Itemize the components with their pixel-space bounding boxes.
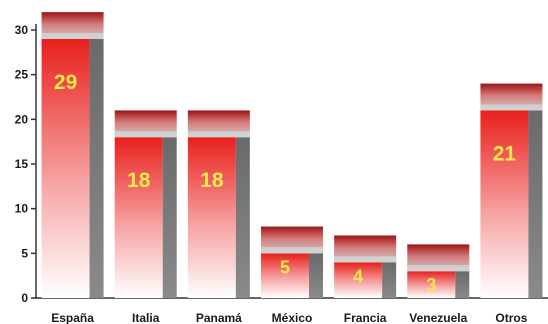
y-tick-label: 0 xyxy=(21,291,28,305)
x-tick-label: Otros xyxy=(495,311,527,324)
bar-side-México xyxy=(309,253,323,298)
bar-side-España xyxy=(89,38,104,298)
bar-Otros xyxy=(480,110,529,299)
y-tick-label: 15 xyxy=(15,157,29,171)
bar-México xyxy=(261,253,309,298)
bar-Venezuela xyxy=(407,271,456,298)
data-label: 29 xyxy=(54,71,77,94)
y-tick-label: 30 xyxy=(15,23,29,37)
data-label: 18 xyxy=(200,169,224,192)
bar-side-Francia xyxy=(382,262,397,298)
x-axis: España Italia Panamá México Francia Venezuela… xyxy=(36,297,548,324)
data-label: 3 xyxy=(426,275,436,295)
y-tick-label: 5 xyxy=(21,246,28,260)
y-tick-label: 25 xyxy=(15,68,29,82)
data-label: 4 xyxy=(353,266,363,286)
bar-cap-highlight xyxy=(261,247,323,254)
x-tick-label: España xyxy=(51,311,94,324)
x-tick-label: Francia xyxy=(344,311,387,324)
bar-cap-highlight xyxy=(187,131,250,138)
bar-cap-highlight xyxy=(41,32,104,39)
bar-Panamá xyxy=(187,137,236,298)
bar-España xyxy=(41,38,90,298)
bars xyxy=(41,12,543,299)
y-axis: 0 5 10 15 20 25 30 xyxy=(15,23,37,305)
bar-cap-highlight xyxy=(480,104,543,111)
bar-side-Venezuela xyxy=(455,271,470,298)
data-label: 21 xyxy=(493,142,517,165)
bar-cap-highlight xyxy=(407,265,470,272)
x-tick-label: Panamá xyxy=(196,311,242,324)
bar-side-Panamá xyxy=(235,137,250,298)
x-tick-label: Italia xyxy=(132,311,160,324)
bar-side-Italia xyxy=(162,137,177,298)
bar-Francia xyxy=(334,262,383,298)
bar-cap-highlight xyxy=(334,256,397,263)
y-tick-label: 20 xyxy=(15,112,29,126)
bar-side-Otros xyxy=(528,110,543,299)
data-labels: 29 18 18 5 4 3 21 xyxy=(54,71,517,295)
bar-cap-highlight xyxy=(114,131,177,138)
data-label: 18 xyxy=(127,169,151,192)
x-tick-label: Venezuela xyxy=(409,311,467,324)
bar-Italia xyxy=(114,137,163,298)
x-tick-label: México xyxy=(272,311,313,324)
data-label: 5 xyxy=(280,257,290,277)
y-tick-label: 10 xyxy=(15,202,29,216)
